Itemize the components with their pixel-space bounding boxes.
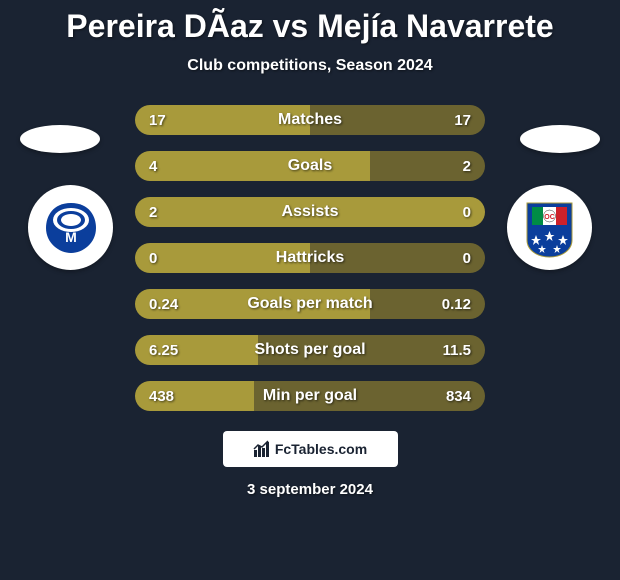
svg-text:M: M	[65, 229, 77, 245]
stat-row: 6.25 Shots per goal 11.5	[135, 335, 485, 365]
stat-value-left: 6.25	[149, 342, 178, 359]
stat-value-right: 0	[463, 204, 471, 221]
subtitle: Club competitions, Season 2024	[0, 57, 620, 75]
brand-text: FcTables.com	[275, 441, 367, 457]
stat-row: 0 Hattricks 0	[135, 243, 485, 273]
stat-row: 4 Goals 2	[135, 151, 485, 181]
team-logo-right-icon: OC	[522, 195, 577, 260]
stat-label: Goals per match	[247, 295, 372, 313]
date-text: 3 september 2024	[0, 481, 620, 498]
comparison-content: M OC 17 Matches 17 4 Goals 2 2 Assists 0 0 Hattric…	[0, 105, 620, 411]
stat-value-right: 11.5	[443, 342, 471, 359]
stat-value-right: 2	[463, 158, 471, 175]
stat-value-left: 17	[149, 112, 166, 129]
svg-text:OC: OC	[544, 214, 555, 221]
stat-label: Min per goal	[263, 387, 357, 405]
ellipse-decor-left	[20, 125, 100, 153]
stats-container: 17 Matches 17 4 Goals 2 2 Assists 0 0 Hattricks 0 0.…	[135, 105, 485, 411]
stat-value-right: 0	[463, 250, 471, 267]
stat-row: 17 Matches 17	[135, 105, 485, 135]
ellipse-decor-right	[520, 125, 600, 153]
page-title: Pereira DÃ­az vs Mejía Navarrete	[0, 0, 620, 45]
stat-row: 438 Min per goal 834	[135, 381, 485, 411]
stat-value-left: 0	[149, 250, 157, 267]
stat-value-right: 17	[454, 112, 471, 129]
stat-label: Assists	[282, 203, 339, 221]
team-badge-left: M	[28, 185, 113, 270]
stat-label: Hattricks	[276, 249, 344, 267]
stat-row: 2 Assists 0	[135, 197, 485, 227]
stat-value-right: 0.12	[442, 296, 471, 313]
stat-value-left: 2	[149, 204, 157, 221]
stat-row: 0.24 Goals per match 0.12	[135, 289, 485, 319]
team-logo-left-icon: M	[41, 198, 101, 258]
stat-value-left: 438	[149, 388, 174, 405]
brand-badge: FcTables.com	[223, 431, 398, 467]
team-badge-right: OC	[507, 185, 592, 270]
stat-value-right: 834	[446, 388, 471, 405]
chart-icon	[253, 440, 271, 458]
stat-value-left: 0.24	[149, 296, 178, 313]
stat-label: Matches	[278, 111, 342, 129]
stat-value-left: 4	[149, 158, 157, 175]
stat-label: Goals	[288, 157, 332, 175]
stat-label: Shots per goal	[254, 341, 365, 359]
